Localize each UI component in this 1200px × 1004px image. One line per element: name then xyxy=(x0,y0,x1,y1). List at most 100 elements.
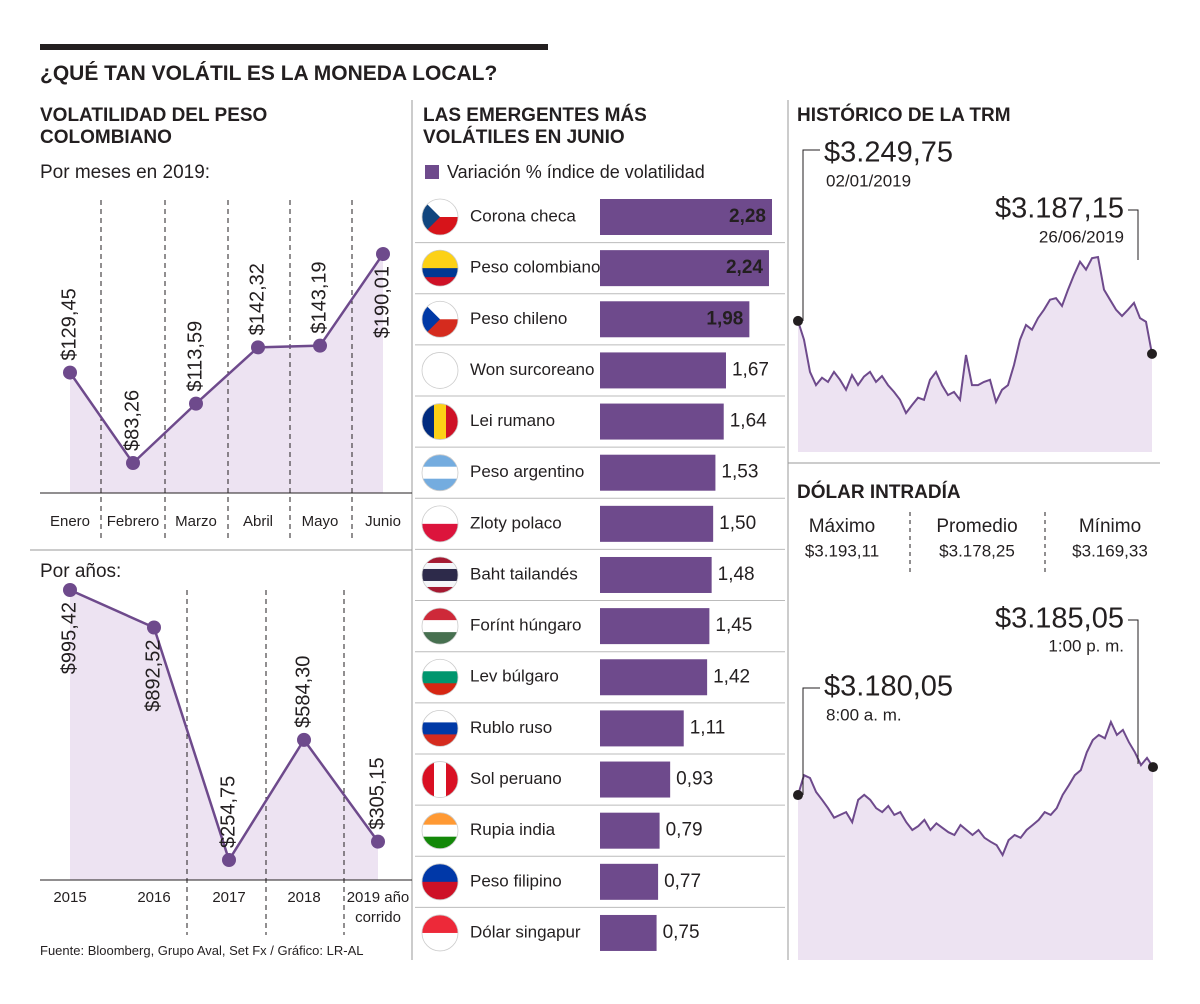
point xyxy=(313,338,327,353)
category-label: Baht tailandés xyxy=(470,564,578,583)
flag-stripe xyxy=(422,523,458,542)
value-label: 2,24 xyxy=(726,257,763,278)
bar xyxy=(600,505,714,542)
flag xyxy=(422,505,458,542)
flag-stripe xyxy=(422,478,458,491)
annotation-date: 26/06/2019 xyxy=(1039,227,1124,246)
x-tick-label: 2015 xyxy=(53,889,87,906)
x-tick-label: 2019 año corrido xyxy=(346,889,410,926)
flag-stripe xyxy=(422,632,458,645)
area-fill xyxy=(70,254,383,493)
flag-stripe xyxy=(422,812,458,826)
flag-stripe xyxy=(422,454,458,468)
chart-title: DÓLAR INTRADÍA xyxy=(797,482,961,503)
point xyxy=(371,834,385,849)
x-tick-label: 2017 xyxy=(212,889,246,906)
value-label: 1,67 xyxy=(732,359,769,380)
point xyxy=(297,732,311,747)
value-label: 0,79 xyxy=(666,820,703,841)
x-tick-label: Junio xyxy=(365,513,401,530)
flag-stripe xyxy=(446,761,458,798)
flag xyxy=(422,863,458,900)
leader-line xyxy=(802,149,820,321)
leader-line xyxy=(1128,209,1139,260)
flag-stripe xyxy=(422,620,458,633)
annotation-time: 8:00 a. m. xyxy=(826,705,902,724)
end-point xyxy=(793,790,803,801)
bar xyxy=(600,352,726,389)
flag-outline xyxy=(421,300,459,338)
flag-stripe xyxy=(422,722,458,735)
value-label: $83,26 xyxy=(121,390,143,451)
annotation-value: $3.187,15 xyxy=(995,193,1124,225)
category-label: Forínt húngaro xyxy=(470,616,582,635)
annotation-date: 02/01/2019 xyxy=(826,171,911,190)
flag-outline xyxy=(421,249,459,287)
value-label: 0,75 xyxy=(663,922,700,943)
flag xyxy=(422,454,458,491)
bar xyxy=(600,659,708,696)
point xyxy=(63,583,77,597)
flag-outline xyxy=(421,710,459,747)
value-label: $995,42 xyxy=(58,602,80,674)
flag-stripe xyxy=(422,574,458,582)
flag-stripe xyxy=(422,836,458,849)
annotation-value: $3.249,75 xyxy=(824,137,953,169)
bar xyxy=(600,812,660,849)
line xyxy=(68,253,385,465)
value-label: $190,01 xyxy=(371,266,393,338)
flag xyxy=(422,352,458,389)
value-label: 1,42 xyxy=(713,666,750,687)
flag xyxy=(422,250,458,287)
stat-label: Mínimo xyxy=(1079,516,1141,537)
source: Fuente: Bloomberg, Grupo Aval, Set Fx / … xyxy=(40,943,364,958)
value-label: 1,64 xyxy=(730,411,767,432)
point xyxy=(222,853,236,867)
bar xyxy=(600,863,659,900)
category-label: Zloty polaco xyxy=(470,513,562,532)
x-tick-label: Marzo xyxy=(175,513,217,530)
flag xyxy=(422,659,458,696)
category-label: Lev búlgaro xyxy=(470,667,559,686)
category-label: Peso filipino xyxy=(470,871,562,890)
stat-label: Máximo xyxy=(809,516,876,537)
bar xyxy=(600,710,684,747)
category-label: Peso chileno xyxy=(470,309,567,328)
flag-detail xyxy=(422,301,440,338)
flag-outline xyxy=(421,914,459,952)
flag-outline xyxy=(421,352,459,389)
point xyxy=(63,365,77,380)
value-label: 1,48 xyxy=(718,564,755,585)
value-label: 1,11 xyxy=(690,717,726,738)
chart-subtitle: Por años: xyxy=(40,561,122,582)
flag-stripe xyxy=(422,277,458,287)
value-label: 0,77 xyxy=(664,871,701,892)
flag-outline xyxy=(421,505,459,543)
flag xyxy=(422,761,458,798)
value-label: $142,32 xyxy=(246,263,268,335)
area-fill xyxy=(70,590,378,880)
stat-value: $3.178,25 xyxy=(939,541,1015,560)
flag-stripe xyxy=(422,466,458,480)
flag-stripe xyxy=(422,761,435,798)
flag-outline xyxy=(421,403,459,440)
flag-stripe xyxy=(422,259,458,269)
flag-outline xyxy=(421,198,459,236)
point xyxy=(251,340,265,355)
flag-outline xyxy=(421,761,459,798)
bar xyxy=(600,761,671,798)
flag-outline xyxy=(421,863,459,901)
legend-label: Variación % índice de volatilidad xyxy=(447,162,705,182)
category-label: Lei rumano xyxy=(470,411,555,430)
flag-stripe xyxy=(422,556,458,564)
point xyxy=(126,456,140,470)
end-point xyxy=(1148,762,1158,773)
bar xyxy=(600,608,710,645)
value-label: $584,30 xyxy=(292,656,314,728)
category-label: Won surcoreano xyxy=(470,360,594,379)
category-label: Sol peruano xyxy=(470,769,562,788)
flag-stripe xyxy=(422,881,458,900)
flag-stripe xyxy=(422,863,458,883)
flag-stripe xyxy=(422,505,458,525)
